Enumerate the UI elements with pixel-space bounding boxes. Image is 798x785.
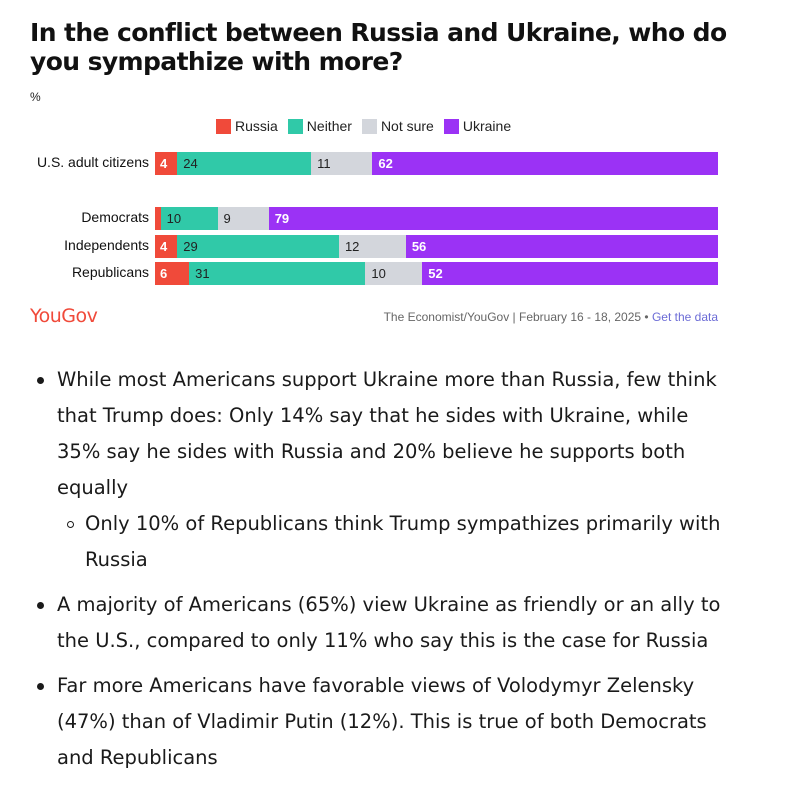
legend-swatch [287, 118, 303, 134]
bar-segment-russia: 4 [155, 152, 178, 175]
bar-segment-ukraine: 62 [372, 152, 718, 175]
source-text: The Economist/YouGov | February 16 - 18,… [383, 310, 652, 324]
bar-segment-neither: 31 [189, 262, 366, 285]
legend-label: Ukraine [462, 118, 512, 134]
data-label: 6 [160, 266, 168, 281]
bar-row: 10 9 79 [155, 207, 718, 230]
data-label: 56 [411, 239, 427, 254]
bar-segment-russia: 4 [155, 235, 178, 258]
row-label: Republicans [71, 264, 149, 280]
data-label: 12 [344, 239, 360, 254]
data-label: 24 [183, 156, 198, 171]
sub-bullets: Only 10% of Republicans think Trump symp… [57, 506, 735, 578]
legend-label: Not sure [380, 118, 434, 134]
bar-segment-not-sure: 9 [217, 207, 269, 230]
bar-row: 4 29 12 56 [155, 235, 718, 258]
bar-segment-not-sure: 12 [338, 235, 406, 258]
bullet-text: Far more Americans have favorable views … [57, 674, 707, 769]
sub-bullet-text: Only 10% of Republicans think Trump symp… [85, 512, 721, 571]
bar-segment-not-sure: 10 [365, 262, 423, 285]
data-label: 52 [428, 266, 443, 281]
bar-segment-russia [155, 207, 161, 230]
data-label: 31 [195, 266, 210, 281]
unit-label: % [30, 90, 41, 104]
yougov-logo: YouGov [30, 305, 98, 327]
legend-item-neither: Neither [287, 118, 352, 134]
bullet-item: Far more Americans have favorable views … [35, 668, 735, 776]
bar-segment-russia: 6 [155, 262, 190, 285]
bar-segment-ukraine: 52 [422, 262, 718, 285]
legend-item-ukraine: Ukraine [443, 118, 512, 134]
legend-swatch [443, 118, 459, 134]
summary-bullets: While most Americans support Ukraine mor… [35, 362, 735, 785]
data-label: 9 [223, 211, 231, 226]
bullet-text: While most Americans support Ukraine mor… [57, 368, 717, 499]
source-note: The Economist/YouGov | February 16 - 18,… [384, 310, 718, 324]
chart-title: In the conflict between Russia and Ukrai… [30, 18, 727, 76]
bar-segment-neither: 10 [160, 207, 218, 230]
legend-swatch [216, 118, 231, 134]
bullet-item: A majority of Americans (65%) view Ukrai… [35, 587, 735, 659]
bar-segment-not-sure: 11 [311, 152, 373, 175]
data-label: 79 [274, 211, 290, 226]
data-label: 62 [378, 156, 393, 171]
sub-bullet-ring-icon [67, 521, 74, 528]
sub-bullet-item: Only 10% of Republicans think Trump symp… [57, 506, 735, 578]
legend-swatch [361, 118, 377, 134]
bullet-dot-icon [37, 683, 44, 690]
get-the-data-link[interactable]: Get the data [651, 310, 718, 324]
bullet-dot-icon [37, 602, 44, 609]
bar-segment-neither: 29 [177, 235, 339, 258]
data-label: 4 [160, 239, 168, 254]
legend-label: Neither [306, 118, 352, 134]
bar-segment-ukraine: 79 [268, 207, 718, 230]
bar-row: 6 31 10 52 [155, 262, 718, 285]
row-label: Democrats [81, 209, 149, 225]
bullet-text: A majority of Americans (65%) view Ukrai… [57, 593, 721, 652]
row-label: U.S. adult citizens [36, 154, 149, 170]
data-label: 10 [371, 266, 386, 281]
data-label: 4 [160, 156, 168, 171]
legend-label: Russia [235, 118, 278, 134]
bar-segment-neither: 24 [177, 152, 312, 175]
data-label: 10 [166, 211, 182, 226]
legend-item-not-sure: Not sure [361, 118, 434, 134]
bar-row: 4 24 11 62 [155, 152, 718, 175]
bar-segment-ukraine: 56 [405, 235, 718, 258]
bullet-dot-icon [37, 377, 44, 384]
legend: Russia Neither Not sure Ukraine [216, 118, 521, 134]
legend-item-russia: Russia [216, 118, 278, 134]
row-label: Independents [64, 237, 149, 253]
bullet-item: While most Americans support Ukraine mor… [35, 362, 735, 578]
data-label: 29 [183, 239, 198, 254]
data-label: 11 [317, 156, 331, 171]
